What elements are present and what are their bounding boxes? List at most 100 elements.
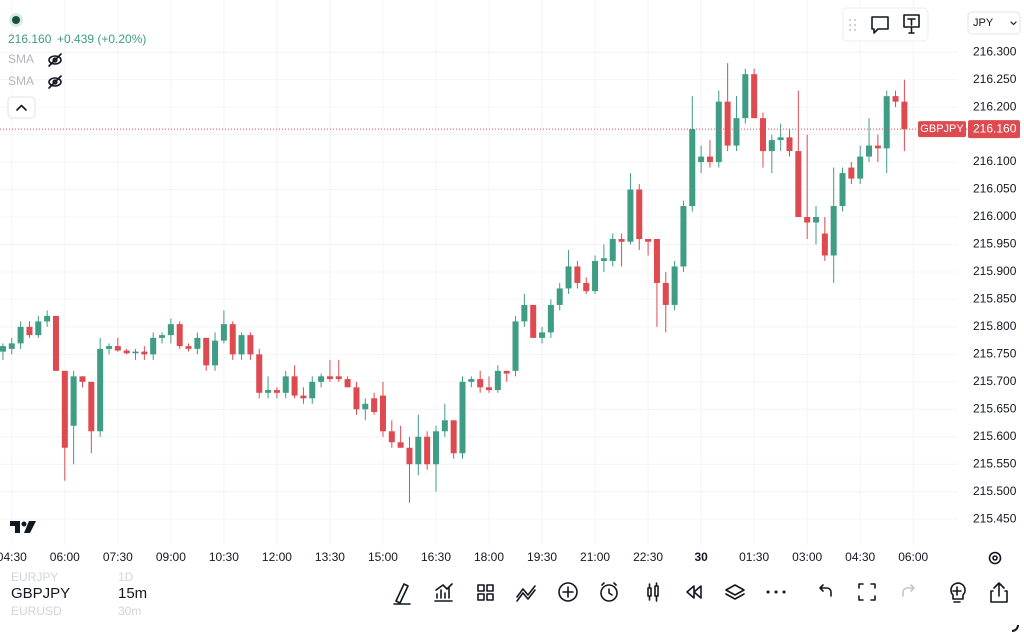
symbol-badge-label: GBPJPY [920,123,964,135]
candle-body [645,238,652,242]
candle-body [892,96,899,102]
candle-body [388,431,395,443]
candle-body [671,266,678,305]
layers-tool[interactable] [725,584,745,600]
candle-body [273,390,280,393]
candle-body [441,420,448,432]
candle-body [0,346,6,352]
fullscreen-tool[interactable] [858,583,876,601]
collapse-button[interactable] [7,96,36,119]
indicator-label[interactable]: SMA [8,52,34,66]
candle-body [547,304,554,333]
candle-body [733,118,740,146]
candle-body [751,74,758,119]
candle-body [300,395,307,399]
x-tick-label: 04:30 [845,550,875,564]
y-tick-label: 215.850 [973,292,1017,306]
candle-body [326,376,333,380]
candle-body [768,140,775,152]
candle-body [335,376,342,380]
candle-body [220,324,227,341]
x-tick-label: 06:00 [898,550,928,564]
comment-icon[interactable] [871,16,889,34]
candle-body [530,304,537,338]
indicators-tool[interactable] [434,583,453,602]
x-tick-label: 13:30 [315,550,345,564]
symbol: EURJPY [11,570,59,584]
x-tick-label: 12:00 [262,550,292,564]
y-tick-label: 216.050 [973,182,1017,196]
candle-body [265,390,272,393]
busy-indicator [1011,624,1019,632]
candle-body [627,189,634,242]
candle-body [839,173,846,207]
candle-body [309,381,316,399]
x-tick-label: 03:00 [792,550,822,564]
candle-body [362,403,369,410]
y-tick-label: 215.950 [973,237,1017,251]
candle-body [901,101,908,130]
compare-tool[interactable] [516,585,536,602]
hide-icon[interactable] [48,53,62,67]
bottom-bar: EURJPY 1D GBPJPY 15m EURUSD 30m [0,568,1024,637]
y-tick-label: 215.900 [973,264,1017,278]
x-tick-label: 01:30 [739,550,769,564]
watchlist-row[interactable]: EURJPY 1D [11,570,133,584]
header-price: 216.160 [8,32,52,46]
candle-body [786,137,793,152]
y-tick-label: 215.750 [973,347,1017,361]
interval: 1D [118,570,134,584]
candle-body [698,156,705,163]
watchlist-row[interactable]: EURUSD 30m [11,604,141,618]
y-tick-label: 216.000 [973,209,1017,223]
x-tick-label: 10:30 [209,550,239,564]
grid [0,0,958,545]
candle-body [353,387,360,410]
candle-body [26,326,33,336]
candle-body [565,266,572,289]
x-tick-label: 22:30 [633,550,663,564]
idea-tool[interactable] [950,582,966,603]
layout-tool[interactable] [477,584,494,601]
watchlist-row[interactable]: GBPJPY 15m [11,585,147,602]
candle-body [424,436,431,465]
text-icon[interactable] [903,14,920,34]
replay-tool[interactable] [686,585,702,599]
candle-body [795,151,802,218]
candle-body [680,206,687,267]
indicator-label[interactable]: SMA [8,74,34,88]
candle-body [52,315,59,371]
candle-body [848,167,855,179]
candle-body [636,189,643,239]
draw-tool[interactable] [393,583,411,605]
candle-body [715,101,722,163]
candle-body [379,395,386,432]
candle-body [777,137,784,141]
undo-tool[interactable] [819,584,832,597]
candle-body [468,379,475,382]
candle-body [176,324,183,347]
alert-tool[interactable] [600,584,618,602]
candle-body [689,129,696,207]
currency-select[interactable] [967,11,1021,35]
candle-body [662,282,669,305]
candle-body [35,321,42,336]
y-tick-label: 215.800 [973,319,1017,333]
hide-icon[interactable] [48,75,62,89]
candle-body [247,335,254,355]
redo-tool[interactable] [902,584,915,597]
symbol-badge [918,121,966,138]
candle-body [556,288,563,305]
x-tick-label: 06:00 [50,550,80,564]
add-tool[interactable] [558,582,578,602]
candle-body [150,337,157,355]
candle-body [486,387,493,391]
drag-handle[interactable] [849,19,856,31]
interval: 15m [118,585,148,602]
candle-body [159,335,166,338]
chart-type-tool[interactable] [647,582,659,602]
candles [0,63,908,503]
logo [10,521,36,533]
share-tool[interactable] [990,582,1008,603]
settings-icon[interactable] [988,551,1002,565]
